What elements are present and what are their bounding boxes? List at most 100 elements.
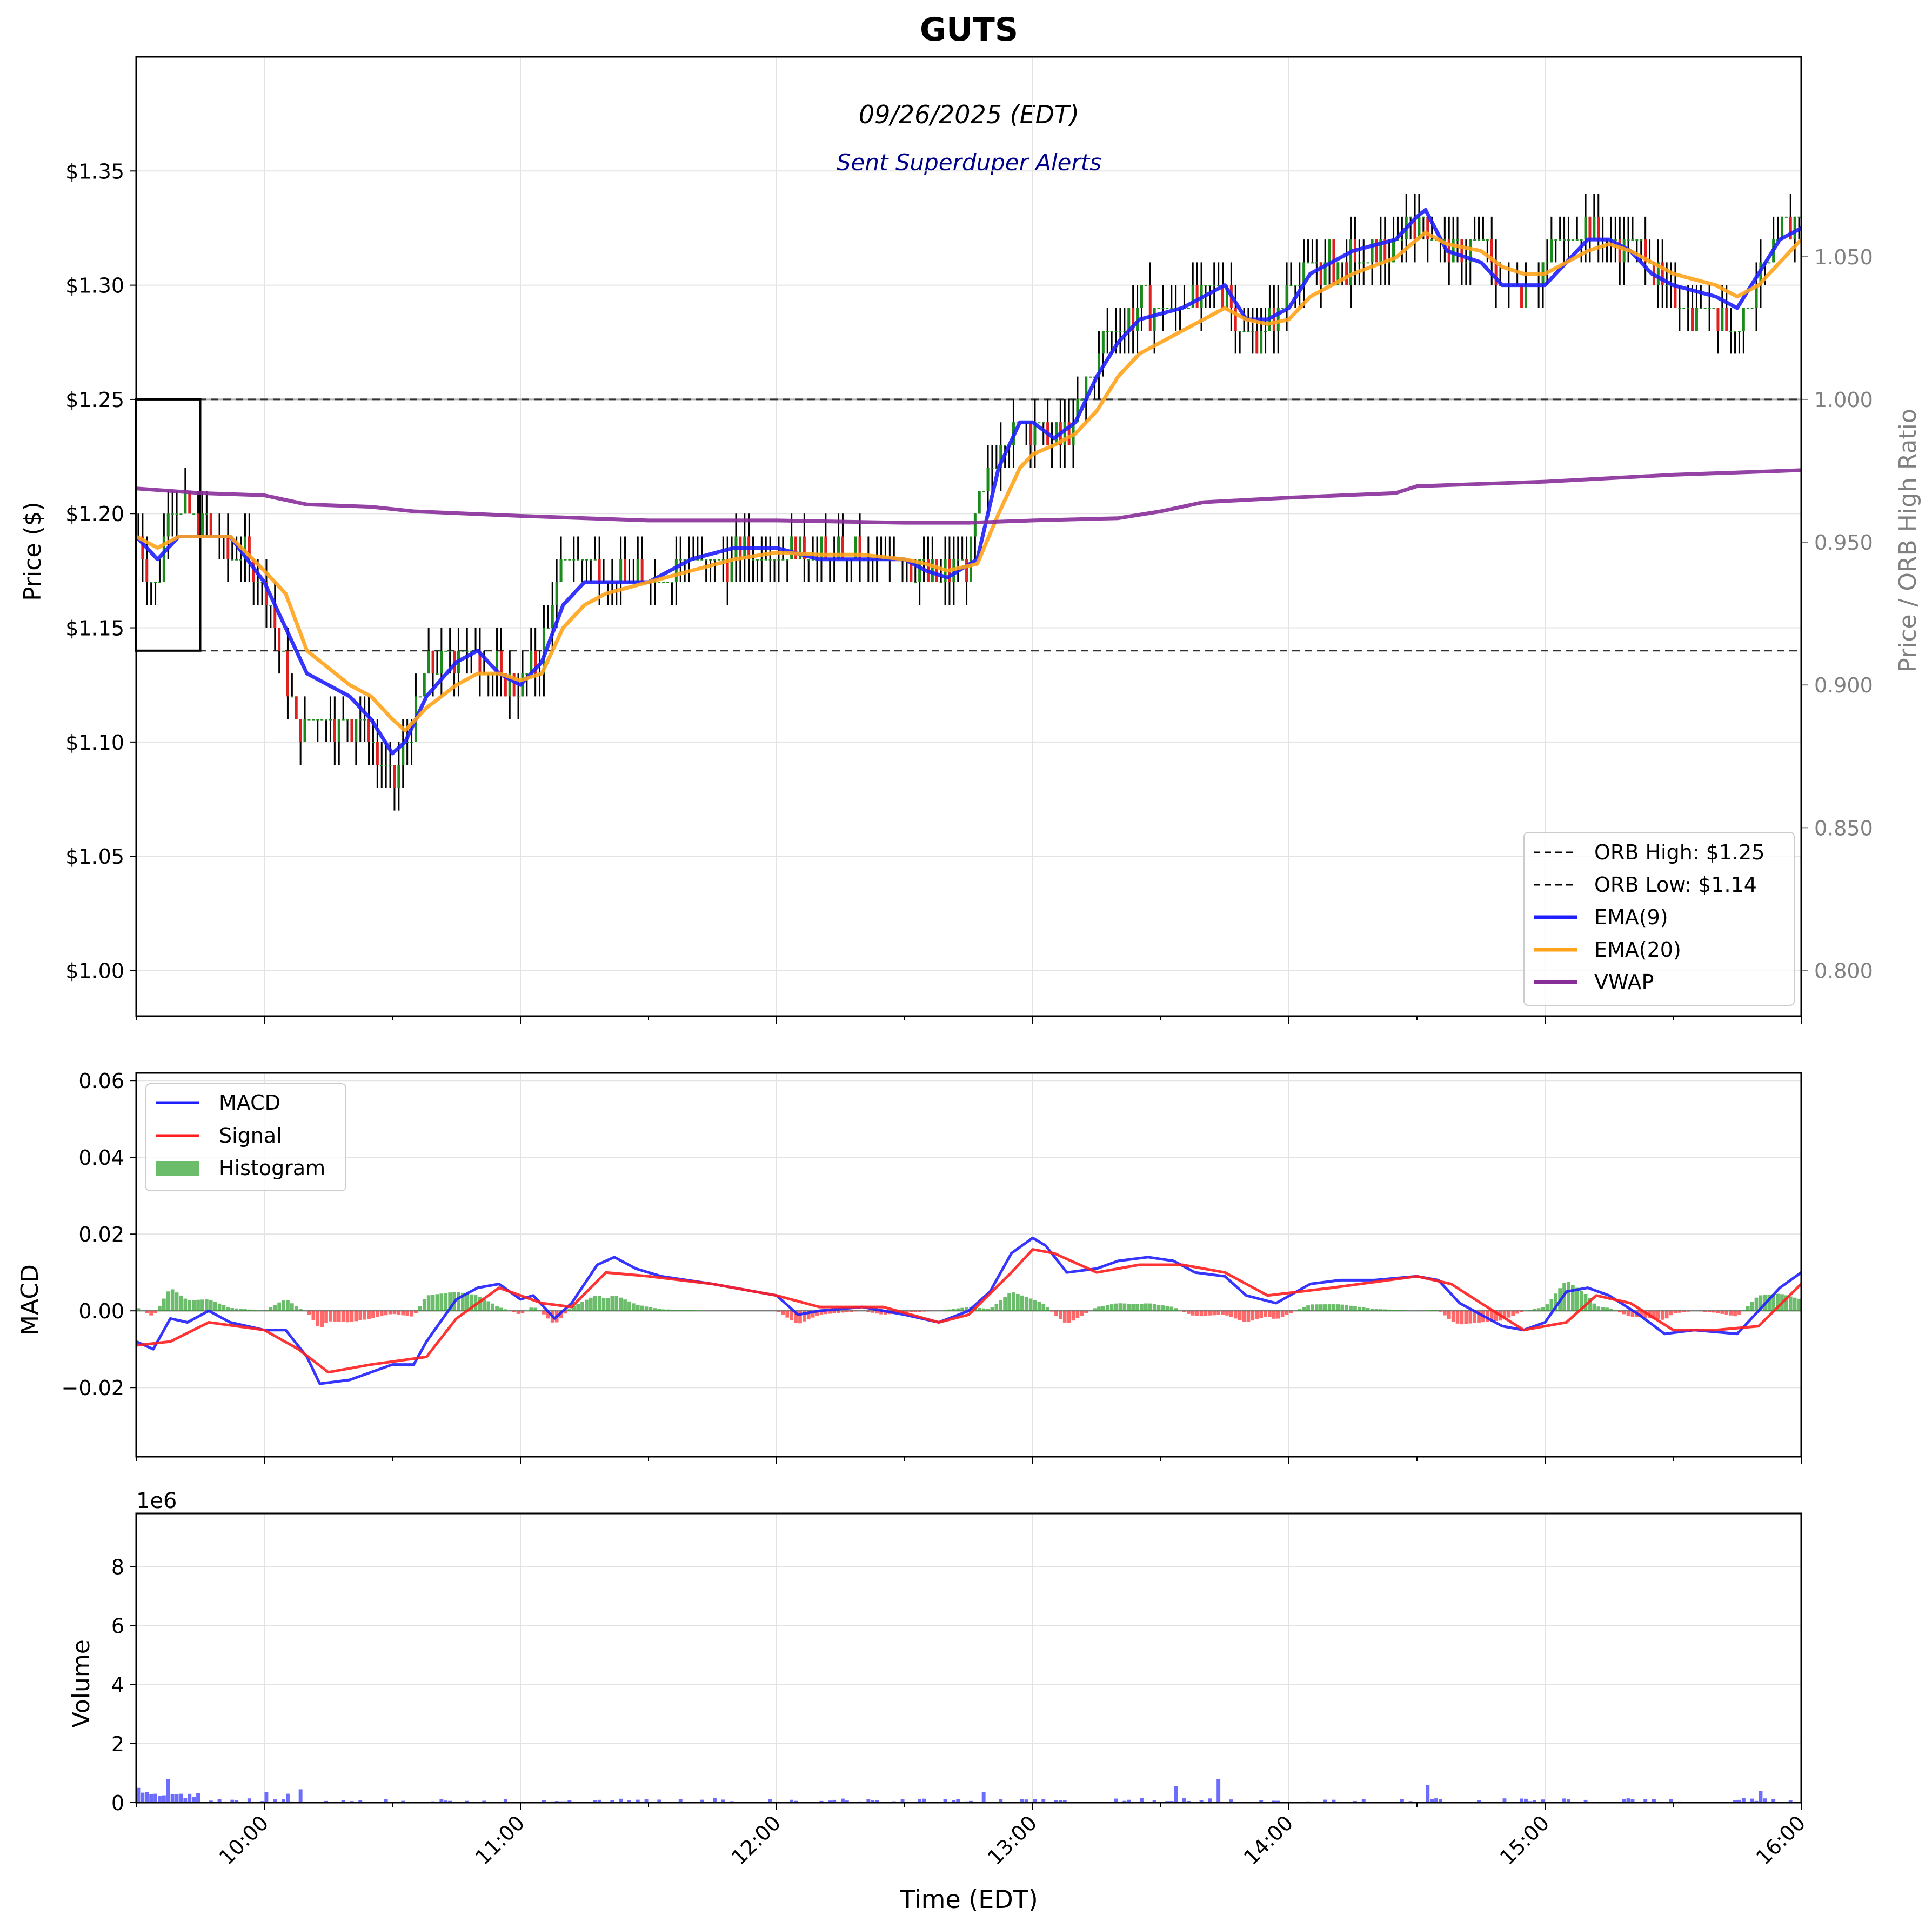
macd-histogram-bar xyxy=(1712,1311,1716,1313)
candle-body xyxy=(1383,239,1387,263)
macd-histogram-bar xyxy=(610,1296,614,1311)
macd-histogram-bar xyxy=(875,1311,879,1314)
macd-histogram-bar xyxy=(1280,1311,1285,1317)
macd-histogram-bar xyxy=(529,1307,533,1311)
macd-histogram-bar xyxy=(1285,1311,1289,1315)
volume-bar xyxy=(1643,1799,1648,1803)
candle-body xyxy=(423,673,426,697)
candle-body xyxy=(1307,262,1310,264)
candle-body xyxy=(1054,422,1058,445)
candle-body xyxy=(589,559,592,561)
candle-body xyxy=(1264,331,1267,332)
macd-histogram-bar xyxy=(213,1302,217,1311)
candle-body xyxy=(1208,285,1212,286)
macd-histogram-bar xyxy=(333,1311,337,1322)
volume-bar xyxy=(1630,1799,1635,1803)
macd-histogram-bar xyxy=(1776,1293,1780,1311)
candle-body xyxy=(568,559,571,561)
candle-body xyxy=(461,650,464,652)
macd-panel: −0.02 0.00 0.02 0.04 0.06 xyxy=(62,1069,1802,1458)
macd-histogram-bar xyxy=(567,1309,572,1311)
candle-body xyxy=(1478,239,1481,241)
volume-bar xyxy=(1199,1800,1204,1803)
macd-line-signal xyxy=(136,1248,1802,1374)
volume-bar xyxy=(644,1799,649,1803)
candle-body xyxy=(465,650,469,652)
macd-histogram-bar xyxy=(1579,1291,1583,1311)
macd-histogram-bar xyxy=(1028,1298,1033,1311)
volume-y-tick-label: 0 xyxy=(111,1791,124,1815)
candle-body xyxy=(1678,308,1681,309)
macd-histogram-bar xyxy=(1468,1311,1473,1324)
macd-histogram-bar xyxy=(1033,1300,1037,1311)
volume-plot-frame xyxy=(135,1512,1802,1804)
macd-histogram-bar xyxy=(158,1305,162,1311)
macd-histogram-bar xyxy=(1601,1307,1605,1311)
macd-histogram-bar xyxy=(1750,1302,1754,1311)
candle-body xyxy=(1119,331,1122,332)
macd-histogram-bar xyxy=(469,1294,473,1311)
macd-histogram-bar xyxy=(1084,1311,1088,1313)
candle-body xyxy=(393,765,396,788)
macd-histogram-bar xyxy=(491,1303,494,1311)
ratio-y-tick-label: 0.850 xyxy=(1814,816,1873,840)
macd-histogram-bar xyxy=(1515,1311,1519,1314)
volume-bar xyxy=(1771,1799,1776,1803)
macd-histogram-bar xyxy=(1567,1282,1570,1311)
macd-histogram-bar xyxy=(239,1309,243,1311)
candle-body xyxy=(1085,376,1088,399)
volume-bar xyxy=(700,1799,704,1803)
candle-body xyxy=(1285,285,1288,308)
macd-histogram-bar xyxy=(1707,1311,1712,1312)
macd-histogram-bar xyxy=(815,1311,819,1316)
candle-body xyxy=(995,468,998,469)
macd-histogram-bar xyxy=(401,1311,405,1316)
macd-histogram-bar xyxy=(1187,1311,1191,1314)
macd-histogram-bar xyxy=(1630,1311,1635,1317)
candle-body xyxy=(1187,308,1190,309)
macd-histogram-bar xyxy=(589,1297,593,1311)
candle-body xyxy=(781,559,785,561)
macd-histogram-bar xyxy=(1592,1303,1596,1311)
macd-histogram-bar xyxy=(884,1311,887,1315)
candle-body xyxy=(1029,422,1032,445)
candle-body xyxy=(1195,285,1199,308)
macd-histogram-bar xyxy=(1489,1311,1494,1322)
candle-body xyxy=(260,582,264,584)
macd-histogram-bar xyxy=(320,1311,324,1327)
candle-body xyxy=(478,650,482,674)
macd-histogram-bar xyxy=(794,1311,798,1323)
macd-histogram-bar xyxy=(153,1311,157,1313)
macd-histogram-bar xyxy=(384,1311,388,1316)
candle-body xyxy=(273,605,277,628)
candle-body xyxy=(1038,422,1041,424)
macd-histogram-bar xyxy=(674,1310,678,1311)
volume-bar xyxy=(384,1799,388,1803)
macd-histogram-bar xyxy=(1332,1304,1336,1311)
candle-body xyxy=(1132,308,1135,331)
candle-body xyxy=(679,559,682,561)
candle-body xyxy=(1418,216,1421,240)
macd-histogram-bar xyxy=(1716,1311,1720,1313)
macd-histogram-bar xyxy=(913,1311,918,1312)
macd-histogram-bar xyxy=(1144,1303,1148,1311)
candle-body xyxy=(1635,239,1639,241)
macd-histogram-bar xyxy=(282,1300,285,1311)
macd-histogram-bar xyxy=(1733,1311,1737,1317)
candle-body xyxy=(1148,285,1152,331)
candle-body xyxy=(525,673,529,675)
volume-bar xyxy=(1272,1800,1276,1803)
macd-histogram-bar xyxy=(1682,1311,1686,1312)
macd-histogram-bar xyxy=(1669,1311,1673,1316)
volume-bar xyxy=(721,1799,725,1803)
macd-histogram-bar xyxy=(1024,1297,1028,1311)
candle-body xyxy=(312,719,315,721)
macd-histogram-bar xyxy=(1118,1303,1122,1311)
candle-body xyxy=(188,490,191,514)
volume-bar xyxy=(439,1799,444,1803)
macd-histogram-bar xyxy=(546,1311,550,1319)
macd-histogram-bar xyxy=(1062,1311,1067,1323)
macd-histogram-bar xyxy=(1434,1310,1438,1311)
macd-histogram-bar xyxy=(1233,1311,1238,1319)
candle-body xyxy=(559,559,563,583)
